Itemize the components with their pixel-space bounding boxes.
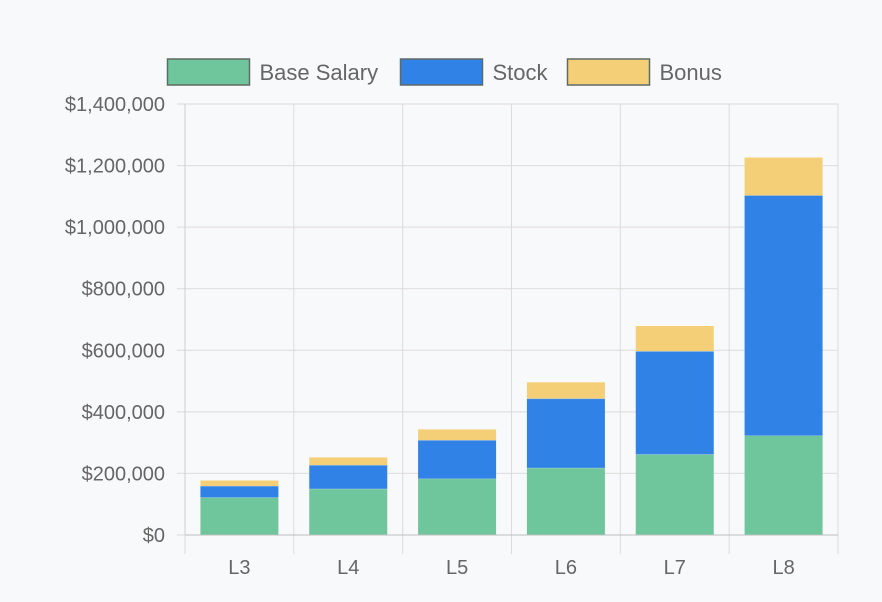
bar-base-salary-l3[interactable] bbox=[200, 497, 279, 535]
bar-bonus-l8[interactable] bbox=[744, 157, 823, 196]
x-tick-label: L5 bbox=[446, 557, 468, 579]
y-tick-label: $600,000 bbox=[82, 340, 165, 362]
y-tick-label: $0 bbox=[143, 525, 165, 547]
x-tick-label: L6 bbox=[555, 557, 577, 579]
bar-base-salary-l5[interactable] bbox=[418, 478, 497, 535]
y-tick-label: $1,200,000 bbox=[65, 156, 165, 178]
bars bbox=[200, 157, 823, 535]
bar-stock-l5[interactable] bbox=[418, 440, 497, 479]
bar-base-salary-l4[interactable] bbox=[309, 488, 388, 535]
bar-stock-l6[interactable] bbox=[526, 398, 605, 468]
legend[interactable]: Base Salary Stock Bonus bbox=[166, 58, 722, 86]
bar-stock-l8[interactable] bbox=[744, 195, 823, 436]
y-tick-label: $800,000 bbox=[82, 279, 165, 301]
bar-stock-l7[interactable] bbox=[635, 351, 714, 455]
y-tick-label: $200,000 bbox=[82, 463, 165, 485]
bar-stock-l3[interactable] bbox=[200, 486, 279, 498]
legend-item-bonus[interactable]: Bonus bbox=[566, 58, 722, 86]
axes: $0 $200,000 $400,000 $600,000 $800,000 $1,000… bbox=[65, 94, 838, 579]
bar-bonus-l4[interactable] bbox=[309, 457, 388, 466]
bar-base-salary-l7[interactable] bbox=[635, 454, 714, 535]
bar-base-salary-l6[interactable] bbox=[526, 467, 605, 535]
bar-bonus-l6[interactable] bbox=[526, 382, 605, 399]
bar-bonus-l7[interactable] bbox=[635, 325, 714, 352]
x-tick-label: L8 bbox=[772, 557, 794, 579]
y-tick-label: $400,000 bbox=[82, 402, 165, 424]
x-tick-label: L3 bbox=[228, 557, 250, 579]
gridlines bbox=[177, 103, 839, 554]
bar-stock-l4[interactable] bbox=[309, 465, 388, 489]
legend-label: Stock bbox=[493, 60, 549, 85]
legend-swatch bbox=[166, 58, 251, 86]
legend-item-base-salary[interactable]: Base Salary bbox=[166, 58, 379, 86]
bar-bonus-l3[interactable] bbox=[200, 480, 279, 487]
legend-swatch bbox=[399, 58, 484, 86]
bar-bonus-l5[interactable] bbox=[418, 429, 497, 441]
legend-label: Bonus bbox=[660, 60, 722, 85]
legend-item-stock[interactable]: Stock bbox=[399, 58, 549, 86]
legend-swatch bbox=[566, 58, 651, 86]
x-tick-label: L7 bbox=[664, 557, 686, 579]
y-tick-label: $1,000,000 bbox=[65, 217, 165, 239]
y-tick-label: $1,400,000 bbox=[65, 94, 165, 116]
bar-base-salary-l8[interactable] bbox=[744, 435, 823, 535]
x-tick-label: L4 bbox=[337, 557, 359, 579]
legend-label: Base Salary bbox=[260, 60, 379, 85]
